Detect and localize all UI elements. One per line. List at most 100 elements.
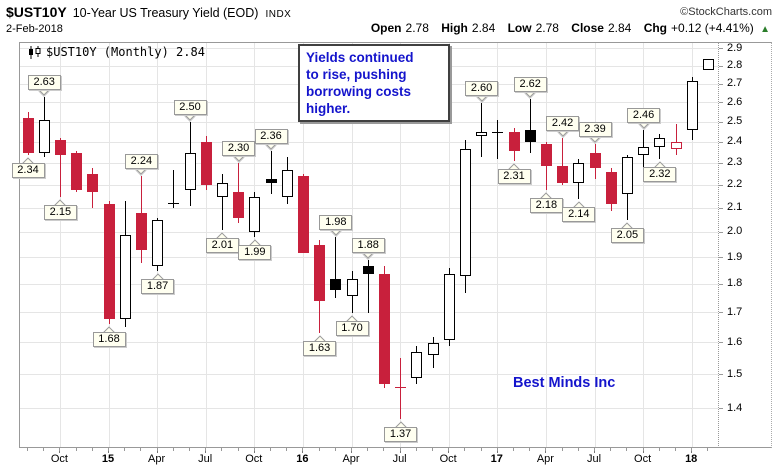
price-callout: 2.18 — [529, 197, 563, 213]
y-axis: 2.9 2.8 2.7 2.6 2.5 2.4 2.3 2.2 2.1 2.0 1.9 1.8 1.7 1… — [719, 42, 772, 448]
candle-wick — [659, 134, 661, 160]
y-tick-mark — [719, 374, 723, 375]
y-tick-mark — [719, 48, 723, 50]
candle-wick — [59, 138, 61, 197]
chg-label: Chg — [643, 21, 668, 35]
candle-body — [281, 169, 293, 197]
date-label: 2-Feb-2018 — [6, 23, 63, 35]
candle-wick — [545, 142, 547, 190]
candle-body — [103, 203, 115, 319]
price-callout: 1.99 — [238, 245, 272, 261]
x-minor-tick — [156, 448, 158, 451]
candle-wick — [481, 102, 483, 157]
candle-body — [362, 265, 374, 274]
candle-wick — [675, 124, 677, 155]
price-callout: 1.98 — [319, 215, 353, 231]
y-tick-label: 2.2 — [727, 178, 743, 191]
x-tick-label: 15 — [101, 453, 115, 465]
price-callout: 2.36 — [254, 128, 288, 144]
x-minor-tick — [334, 448, 336, 451]
y-tick-mark — [719, 83, 723, 85]
x-minor-tick — [75, 448, 77, 451]
high-value: 2.84 — [471, 21, 496, 35]
price-callout: 2.01 — [205, 237, 239, 253]
x-tick-label: Oct — [50, 453, 68, 465]
gridline-v — [594, 43, 596, 447]
close-value: 2.84 — [607, 21, 632, 35]
symbol-label: $UST10Y — [6, 4, 67, 20]
price-callout: 2.05 — [610, 228, 644, 244]
annotation-box: Yields continued to rise, pushing borrow… — [298, 44, 450, 122]
doji-dash — [168, 203, 180, 205]
y-tick-mark — [719, 162, 723, 164]
x-minor-tick — [480, 448, 482, 451]
candle-body — [184, 152, 196, 190]
candle-body — [476, 132, 488, 137]
candle-body — [638, 146, 650, 155]
x-minor-tick — [464, 448, 466, 451]
gridline-h — [20, 257, 718, 259]
x-tick-label: Oct — [634, 453, 652, 465]
x-tick-label: Apr — [342, 453, 360, 465]
candle-body — [670, 142, 682, 149]
candle-body — [411, 351, 423, 378]
y-tick-label: 2.4 — [727, 135, 743, 148]
candle-body — [314, 244, 326, 302]
x-minor-tick — [367, 448, 369, 451]
gridline-h — [20, 342, 718, 344]
x-minor-tick — [594, 448, 595, 451]
candle-wick — [400, 358, 402, 420]
gridline-v — [448, 43, 450, 447]
legend-text: $UST10Y (Monthly) 2.84 — [46, 45, 205, 59]
candle-body — [508, 132, 520, 151]
candle-body — [557, 165, 569, 184]
x-minor-tick — [545, 448, 547, 451]
x-minor-tick — [432, 448, 433, 451]
x-minor-tick — [221, 448, 223, 451]
gridline-v — [643, 43, 645, 447]
ohlc-quote-bar: Open 2.78 High 2.84 Low 2.78 Close 2.84 Chg +… — [371, 21, 770, 35]
price-callout: 2.62 — [513, 77, 547, 93]
y-tick-mark — [719, 231, 723, 233]
y-tick-label: 2.1 — [727, 201, 743, 214]
x-minor-tick — [302, 448, 304, 451]
x-minor-tick — [91, 448, 93, 451]
candle-body — [265, 178, 277, 184]
price-callout: 1.68 — [92, 332, 126, 348]
candle-body — [22, 118, 34, 153]
x-tick-label: Oct — [245, 453, 263, 465]
price-callout: 2.24 — [124, 154, 158, 170]
x-minor-tick — [383, 448, 385, 451]
page-title: 10-Year US Treasury Yield (EOD) — [72, 6, 259, 20]
price-callout: 2.31 — [497, 169, 531, 185]
price-callout: 1.63 — [303, 341, 337, 357]
y-tick-mark — [719, 207, 723, 209]
chart-header: $UST10Y 10-Year US Treasury Yield (EOD) … — [6, 4, 291, 20]
y-tick-label: 1.4 — [727, 401, 743, 414]
gridline-h — [20, 162, 718, 164]
price-callout: 1.37 — [384, 427, 418, 443]
y-tick-mark — [719, 283, 723, 285]
x-minor-tick — [172, 448, 174, 451]
price-callout: 1.87 — [141, 278, 175, 294]
x-tick-label: 18 — [685, 453, 698, 465]
y-tick-label: 1.5 — [727, 367, 743, 380]
close-label: Close — [571, 21, 604, 35]
price-callout: 1.88 — [351, 238, 385, 254]
candle-body — [605, 172, 617, 204]
price-callout: 2.50 — [173, 100, 207, 116]
x-minor-tick — [675, 448, 676, 451]
y-tick-label: 2.0 — [727, 225, 743, 238]
open-value: 2.78 — [405, 21, 429, 35]
x-tick-label: Oct — [439, 453, 457, 465]
candle-body — [540, 144, 552, 166]
y-tick-mark — [719, 342, 723, 344]
candle-body — [216, 183, 228, 197]
gridline-h — [20, 231, 718, 233]
price-callout: 2.42 — [546, 116, 580, 132]
x-tick-label: 17 — [490, 453, 503, 465]
candle-wick — [529, 99, 531, 153]
y-tick-label: 2.8 — [727, 59, 743, 72]
candle-body — [54, 140, 66, 155]
x-minor-tick — [513, 448, 514, 451]
